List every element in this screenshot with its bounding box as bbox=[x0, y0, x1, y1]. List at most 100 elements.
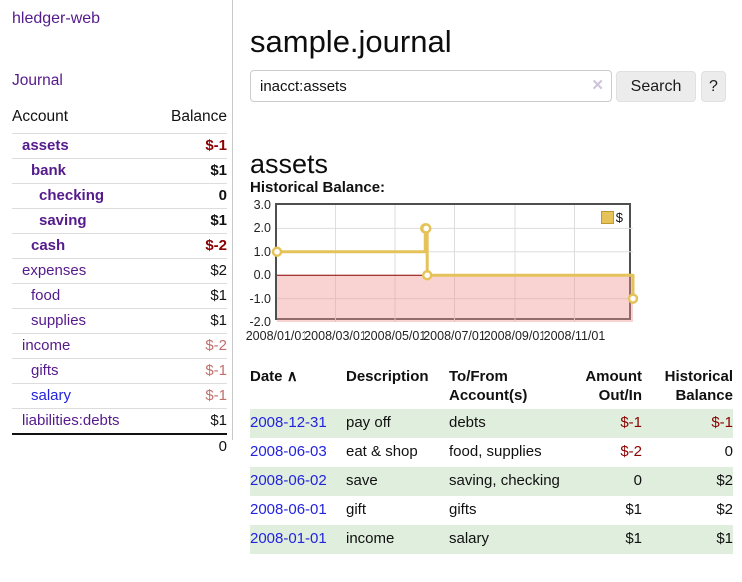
accounts-tree: Account Balance assets $-1 bank $1 check… bbox=[12, 105, 227, 459]
account-balance: $-2 bbox=[205, 237, 227, 254]
account-row: food $1 bbox=[12, 283, 227, 308]
transaction-amount: 0 bbox=[574, 467, 642, 496]
y-axis-tick-label: 1.0 bbox=[253, 244, 271, 259]
date-header-label: Date bbox=[250, 368, 283, 385]
y-axis-tick-label: 2.0 bbox=[253, 221, 271, 236]
legend-label: $ bbox=[615, 210, 623, 225]
accounts-total: 0 bbox=[218, 438, 227, 455]
legend-swatch-icon bbox=[600, 211, 614, 224]
transaction-accounts: saving, checking bbox=[449, 467, 574, 496]
clear-search-icon[interactable]: ✕ bbox=[591, 77, 604, 94]
y-axis-tick-label: -2.0 bbox=[249, 315, 271, 329]
search-button[interactable]: Search bbox=[616, 71, 696, 102]
sidebar-account-assets[interactable]: assets bbox=[22, 137, 69, 154]
register-row: 2008-06-03 eat & shop food, supplies $-2… bbox=[250, 438, 733, 467]
transaction-balance: $2 bbox=[642, 467, 733, 496]
page-title: sample.journal bbox=[250, 23, 452, 59]
transaction-amount: $-2 bbox=[620, 443, 642, 460]
chart-legend: $ bbox=[598, 209, 625, 226]
chart-canvas bbox=[271, 205, 639, 322]
transaction-accounts: salary bbox=[449, 525, 574, 554]
transaction-date-link[interactable]: 2008-06-01 bbox=[250, 501, 327, 518]
y-axis-tick-label: 0.0 bbox=[253, 268, 271, 283]
accounts-header-balance: Balance bbox=[170, 108, 227, 125]
sidebar-account-food[interactable]: food bbox=[31, 287, 61, 304]
column-header-date[interactable]: Date ∧ bbox=[250, 362, 346, 409]
transaction-date-link[interactable]: 2008-06-03 bbox=[250, 443, 327, 460]
sidebar-account-gifts[interactable]: gifts bbox=[31, 362, 59, 379]
chart-plot-area: $ bbox=[271, 203, 639, 322]
transaction-description: save bbox=[346, 467, 449, 496]
account-row: salary $-1 bbox=[12, 383, 227, 408]
sidebar-account-expenses[interactable]: expenses bbox=[22, 262, 87, 279]
register-table: Date ∧ Description To/From Account(s) Am… bbox=[250, 362, 733, 554]
transaction-amount: $1 bbox=[625, 501, 642, 518]
account-row: income $-2 bbox=[12, 333, 227, 358]
search-input[interactable] bbox=[250, 70, 612, 102]
account-row: liabilities:debts $1 bbox=[12, 408, 227, 433]
search-bar: ✕ Search ? bbox=[250, 70, 726, 102]
register-row: 2008-01-01 income salary $1 $1 bbox=[250, 525, 733, 554]
account-balance: $-1 bbox=[205, 387, 227, 404]
x-axis-tick-label: 2008/05/01 bbox=[363, 329, 427, 344]
transaction-date-link[interactable]: 2008-06-02 bbox=[250, 472, 327, 489]
accounts-header: Account Balance bbox=[12, 105, 227, 133]
sidebar-account-supplies[interactable]: supplies bbox=[31, 312, 87, 329]
sidebar-account-saving[interactable]: saving bbox=[39, 212, 87, 229]
transaction-date-link[interactable]: 2008-12-31 bbox=[250, 414, 327, 431]
sidebar-account-checking[interactable]: checking bbox=[39, 187, 105, 204]
transaction-balance: $-1 bbox=[642, 409, 733, 438]
account-row: assets $-1 bbox=[12, 133, 227, 158]
column-header-accounts: To/From Account(s) bbox=[449, 368, 528, 404]
transaction-amount: $-1 bbox=[574, 409, 642, 438]
transaction-accounts: gifts bbox=[449, 501, 477, 518]
account-row: gifts $-1 bbox=[12, 358, 227, 383]
x-axis-tick-label: 2008/03/01 bbox=[304, 329, 367, 344]
sidebar: hledger-web Journal Account Balance asse… bbox=[0, 0, 233, 455]
account-row: bank $1 bbox=[12, 158, 227, 183]
account-balance: $1 bbox=[210, 162, 227, 179]
transaction-description: gift bbox=[346, 501, 367, 518]
transaction-accounts: food, supplies bbox=[449, 443, 542, 460]
sidebar-account-bank[interactable]: bank bbox=[31, 162, 67, 179]
account-balance: $-2 bbox=[205, 337, 227, 354]
account-balance: $1 bbox=[210, 212, 227, 229]
register-row: 2008-12-31 pay off debts $-1 $-1 bbox=[250, 409, 733, 438]
account-row: checking 0 bbox=[12, 183, 227, 208]
transaction-balance: $2 bbox=[716, 501, 733, 518]
transaction-description: pay off bbox=[346, 409, 449, 438]
main-content: sample.journal ✕ Search ? assets Histori… bbox=[245, 0, 742, 582]
sidebar-account-cash[interactable]: cash bbox=[31, 237, 66, 254]
app-title-link[interactable]: hledger-web bbox=[12, 10, 101, 27]
account-row: supplies $1 bbox=[12, 308, 227, 333]
sidebar-account-liabilities-debts[interactable]: liabilities:debts bbox=[22, 412, 120, 429]
sidebar-account-income[interactable]: income bbox=[22, 337, 71, 354]
transaction-date-link[interactable]: 2008-01-01 bbox=[250, 530, 327, 547]
account-row: cash $-2 bbox=[12, 233, 227, 258]
register-header-row: Date ∧ Description To/From Account(s) Am… bbox=[250, 362, 733, 409]
help-button[interactable]: ? bbox=[701, 71, 726, 102]
transaction-balance: $1 bbox=[642, 525, 733, 554]
x-axis-tick-label: 2008/09/01 bbox=[483, 329, 547, 344]
search-box: ✕ bbox=[250, 70, 612, 102]
account-heading: assets bbox=[250, 149, 329, 180]
historical-balance-chart: 3.0 2.0 1.0 0.0 -1.0 -2.0 $ 2008/01/01 2008/03… bbox=[243, 198, 643, 350]
account-row: saving $1 bbox=[12, 208, 227, 233]
y-axis-tick-label: 3.0 bbox=[253, 198, 271, 212]
transaction-amount: $1 bbox=[574, 525, 642, 554]
y-axis-tick-label: -1.0 bbox=[249, 291, 271, 306]
chart-title: Historical Balance: bbox=[250, 179, 386, 196]
column-header-description: Description bbox=[346, 368, 429, 385]
transaction-balance: 0 bbox=[724, 443, 733, 460]
account-row: expenses $2 bbox=[12, 258, 227, 283]
account-balance: $-1 bbox=[205, 137, 227, 154]
transaction-accounts: debts bbox=[449, 409, 574, 438]
account-balance: $2 bbox=[210, 262, 227, 279]
account-balance: 0 bbox=[218, 187, 227, 204]
register-row: 2008-06-01 gift gifts $1 $2 bbox=[250, 496, 733, 525]
accounts-header-account: Account bbox=[12, 108, 69, 125]
column-header-amount: Amount Out/In bbox=[585, 368, 642, 404]
sidebar-account-salary[interactable]: salary bbox=[31, 387, 72, 404]
account-balance: $1 bbox=[210, 287, 227, 304]
sidebar-item-journal[interactable]: Journal bbox=[12, 72, 63, 89]
